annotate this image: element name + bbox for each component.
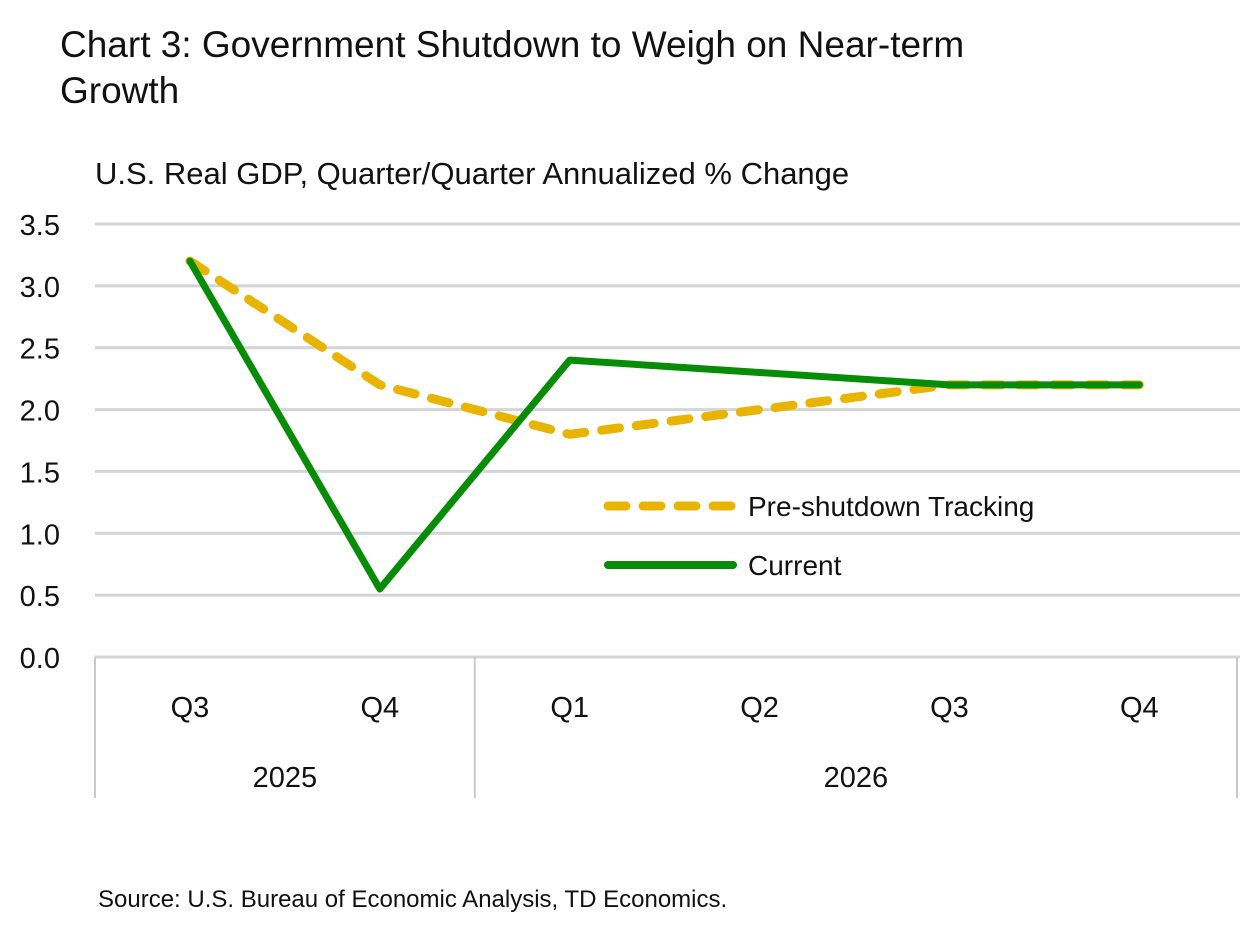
y-tick-label: 1.5 <box>20 457 60 489</box>
source-note: Source: U.S. Bureau of Economic Analysis… <box>98 886 728 913</box>
y-tick-label: 0.5 <box>20 581 60 613</box>
y-tick-label: 0.0 <box>20 643 60 675</box>
x-tick-label: Q1 <box>550 692 589 724</box>
y-axis-label: U.S. Real GDP, Quarter/Quarter Annualize… <box>95 156 850 191</box>
y-tick-label: 2.5 <box>20 334 60 366</box>
series-line-current <box>186 257 1143 593</box>
legend-label: Pre-shutdown Tracking <box>748 491 1034 522</box>
x-tick-label: Q2 <box>740 692 779 724</box>
y-tick-label: 2.0 <box>20 396 60 428</box>
x-tick-label: Q3 <box>171 692 210 724</box>
x-tick-label: Q3 <box>930 692 969 724</box>
x-tick-label: Q4 <box>360 692 399 724</box>
y-tick-label: 3.0 <box>20 272 60 304</box>
y-tick-label: 3.5 <box>20 210 60 242</box>
legend-label: Current <box>748 550 842 581</box>
y-tick-label: 1.0 <box>20 519 60 551</box>
x-group-label: 2025 <box>253 762 318 794</box>
x-tick-label: Q4 <box>1120 692 1159 724</box>
x-group-label: 2026 <box>824 762 889 794</box>
chart-title: Chart 3: Government Shutdown to Weigh on… <box>60 24 965 111</box>
